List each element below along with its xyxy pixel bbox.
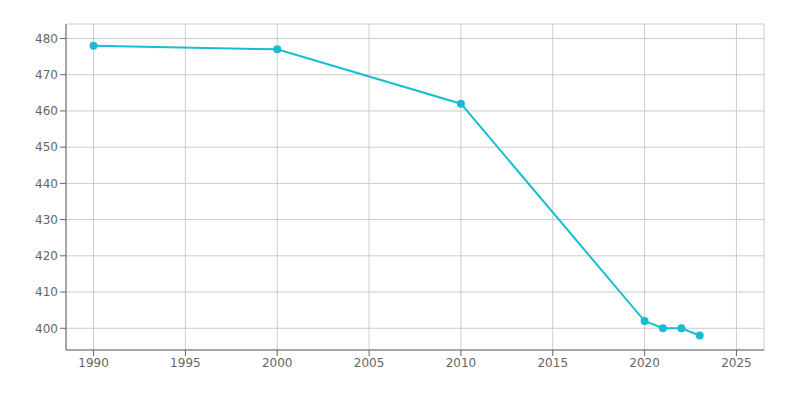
svg-text:2010: 2010: [446, 356, 477, 370]
svg-text:470: 470: [35, 68, 58, 82]
svg-text:2000: 2000: [262, 356, 293, 370]
svg-text:1995: 1995: [170, 356, 201, 370]
svg-text:2005: 2005: [354, 356, 385, 370]
svg-text:400: 400: [35, 322, 58, 336]
svg-text:410: 410: [35, 285, 58, 299]
svg-text:480: 480: [35, 32, 58, 46]
svg-text:460: 460: [35, 104, 58, 118]
svg-text:2015: 2015: [537, 356, 568, 370]
svg-text:2020: 2020: [629, 356, 660, 370]
svg-text:420: 420: [35, 249, 58, 263]
svg-text:450: 450: [35, 140, 58, 154]
svg-text:2025: 2025: [721, 356, 752, 370]
svg-text:440: 440: [35, 177, 58, 191]
svg-text:430: 430: [35, 213, 58, 227]
svg-text:1990: 1990: [78, 356, 109, 370]
